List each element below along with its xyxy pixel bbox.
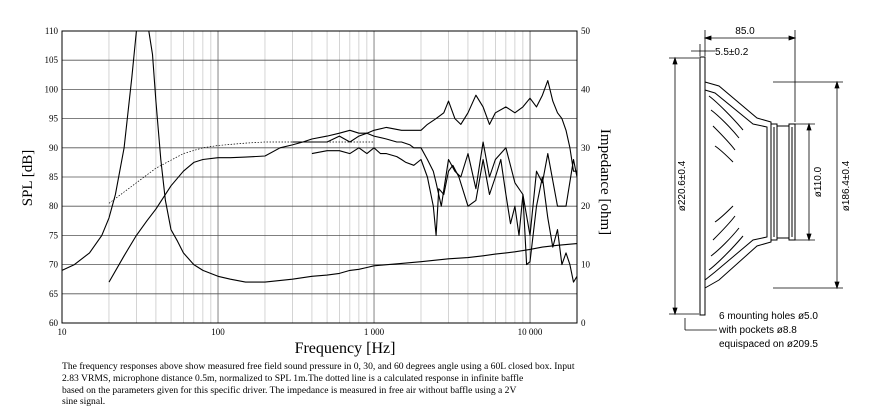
magnet [776, 125, 790, 239]
frequency-response-chart: 60 65 70 75 80 85 90 95 100 105 110 0 10 20 30 40 50 10… [20, 26, 613, 357]
impedance-tick-labels: 0 10 20 30 40 50 [581, 26, 591, 328]
spl-tick-label: 65 [49, 289, 59, 299]
frequency-tick-label: 1 000 [364, 327, 385, 337]
spl-curve-2 [311, 147, 578, 283]
note-mounting-holes: 6 mounting holes ø5.0 [719, 311, 818, 322]
spl-tick-label: 70 [49, 260, 59, 270]
frequency-tick-label: 10 [58, 327, 68, 337]
dim-depth: 85.0 [735, 26, 755, 37]
impedance-tick-label: 20 [581, 201, 591, 211]
caption-line: The frequency responses above show measu… [62, 361, 575, 372]
spl-tick-label: 110 [45, 26, 59, 36]
spl-tick-label: 90 [49, 143, 59, 153]
frame-flange [699, 56, 706, 316]
note-equispaced: equispaced on ø209.5 [719, 339, 818, 350]
caption-line: 2.83 VRMS, microphone distance 0.5m, nor… [62, 372, 524, 384]
spl-tick-label: 80 [49, 201, 59, 211]
calculated-response-curve [108, 141, 374, 204]
y-axis-label-impedance: Impedance [ohm] [597, 129, 613, 235]
major-grid [62, 30, 577, 324]
spl-tick-label: 75 [49, 230, 59, 240]
frequency-tick-labels: 10 100 1 000 10 000 [58, 327, 543, 337]
cone-contour [714, 145, 734, 223]
impedance-tick-label: 0 [581, 318, 586, 328]
spl-tick-label: 100 [45, 84, 59, 94]
spl-tick-label: 95 [49, 114, 59, 124]
dim-outer-diameter: ø220.6±0.4 [677, 160, 688, 211]
driver-dimension-drawing: 85.0 5.5±0.2 ø220.6±0.4 ø110.0 ø186.4±0.… [669, 26, 852, 350]
dim-cutout-diameter: ø186.4±0.4 [841, 160, 852, 211]
impedance-tick-label: 50 [581, 26, 591, 36]
impedance-tick-label: 10 [581, 260, 591, 270]
frequency-tick-label: 10 000 [518, 327, 543, 337]
magnet-plate-back [788, 123, 796, 241]
x-axis-label: Frequency [Hz] [295, 340, 396, 357]
curves [61, 30, 578, 283]
impedance-tick-label: 40 [581, 84, 591, 94]
spl-tick-label: 60 [49, 318, 59, 328]
spl-curve-0 [108, 80, 577, 283]
impedance-curve [61, 30, 578, 283]
basket-outline-inner [704, 89, 768, 281]
impedance-tick-label: 30 [581, 143, 591, 153]
spl-tick-labels: 60 65 70 75 80 85 90 95 100 105 110 [45, 26, 59, 328]
spl-tick-label: 105 [45, 55, 59, 65]
spl-curve-1 [292, 132, 578, 236]
note-pockets: with pockets ø8.8 [718, 325, 797, 336]
cone-contour [710, 109, 740, 257]
cone-contour [708, 95, 744, 271]
spl-tick-label: 85 [49, 172, 59, 182]
caption-line: sine signal. [62, 396, 106, 408]
y-axis-label-spl: SPL [dB] [20, 150, 36, 207]
dim-flange: 5.5±0.2 [715, 47, 749, 58]
chart-caption: The frequency responses above show measu… [62, 361, 582, 408]
dim-magnet-diameter: ø110.0 [813, 166, 824, 197]
frequency-tick-label: 100 [211, 327, 225, 337]
caption-line: based on the parameters given for this s… [62, 384, 517, 396]
cone-contour [712, 125, 736, 241]
